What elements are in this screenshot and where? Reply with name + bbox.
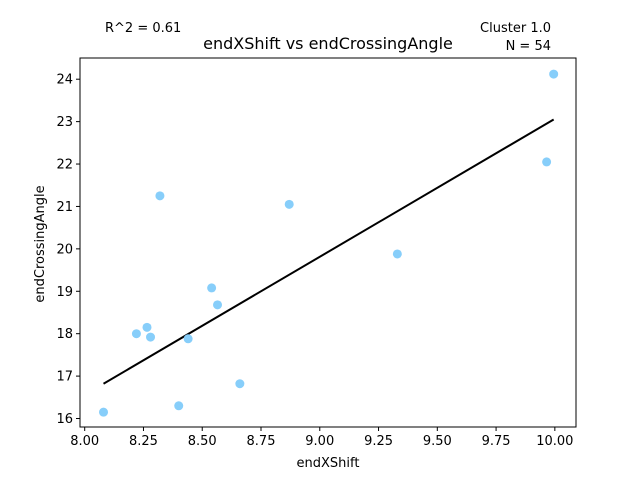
data-point (155, 191, 165, 201)
x-tick-label: 8.00 (70, 434, 99, 449)
plot-layer: 8.00 8.25 8.50 8.75 9.00 9.25 9.50 9.75 10.00 16 1… (56, 57, 577, 449)
data-point (142, 322, 152, 332)
data-point (235, 379, 245, 389)
data-point (183, 334, 193, 344)
data-point (131, 329, 141, 339)
sample-count-annotation: N = 54 (506, 39, 551, 54)
x-axis-label: endXShift (297, 456, 360, 471)
x-tick-label: 8.75 (247, 434, 276, 449)
y-tick-label: 20 (56, 242, 73, 257)
y-tick-label: 18 (56, 327, 73, 342)
chart-title: endXShift vs endCrossingAngle (203, 34, 453, 53)
y-tick-label: 21 (56, 200, 73, 215)
y-tick-label: 23 (56, 115, 73, 130)
cluster-annotation: Cluster 1.0 (480, 21, 551, 36)
data-point (542, 157, 552, 167)
y-tick-label: 17 (56, 370, 73, 385)
data-point (207, 283, 217, 293)
x-tick-label: 9.75 (482, 434, 511, 449)
y-tick-label: 22 (56, 158, 73, 173)
y-axis-label: endCrossingAngle (33, 185, 48, 302)
x-tick-label: 8.50 (188, 434, 217, 449)
x-tick-label: 9.25 (364, 434, 393, 449)
y-tick-label: 16 (56, 412, 73, 427)
data-point (549, 69, 559, 79)
r-squared-annotation: R^2 = 0.61 (105, 21, 181, 36)
data-point (146, 332, 156, 342)
data-point (174, 401, 184, 411)
data-point (213, 300, 223, 310)
y-tick-label: 19 (56, 285, 73, 300)
y-tick-label: 24 (56, 73, 73, 88)
plot-frame (79, 57, 577, 428)
regression-line (103, 118, 555, 385)
x-tick-label: 8.25 (129, 434, 158, 449)
x-tick-label: 9.50 (423, 434, 452, 449)
x-tick-label: 9.00 (305, 434, 334, 449)
data-point (392, 249, 402, 259)
data-point (284, 199, 294, 209)
x-tick-label: 10.00 (536, 434, 573, 449)
data-point (99, 407, 109, 417)
